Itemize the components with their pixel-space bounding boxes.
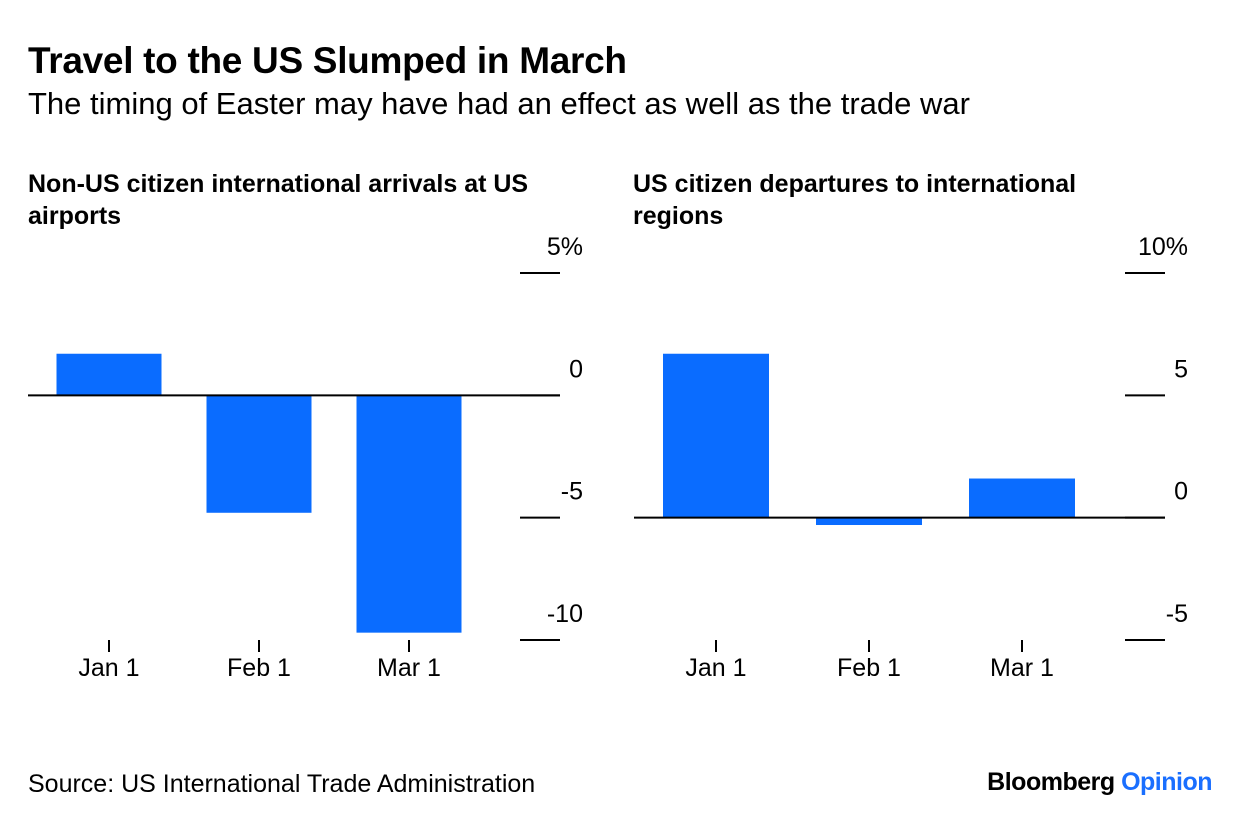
y-tick-label: 0 — [569, 355, 583, 383]
x-tick-label: Jan 1 — [78, 654, 139, 682]
bar-jan-1 — [56, 353, 162, 396]
y-tick-label: -10 — [547, 600, 583, 628]
bar-feb-1 — [816, 517, 922, 526]
x-tick-label: Mar 1 — [377, 654, 441, 682]
brand-name: Bloomberg — [987, 768, 1115, 796]
bar-jan-1 — [663, 353, 769, 518]
page-title: Travel to the US Slumped in March — [28, 40, 627, 81]
x-tick-label: Feb 1 — [837, 654, 901, 682]
arrivals-chart: 5% 0 -5 -10 Jan 1 Feb 1 Mar 1 — [28, 233, 583, 682]
brand-logo: Bloomberg Opinion — [987, 768, 1212, 797]
y-tick-label: 5% — [547, 233, 583, 261]
bar-mar-1 — [356, 395, 462, 633]
x-tick-label: Jan 1 — [685, 654, 746, 682]
left-chart-title: Non-US citizen international arrivals at… — [28, 170, 529, 230]
bar-feb-1 — [206, 395, 312, 513]
y-tick-label: -5 — [561, 478, 583, 506]
brand-suffix: Opinion — [1121, 768, 1212, 796]
source-note: Source: US International Trade Administr… — [28, 770, 536, 798]
bar-mar-1 — [969, 478, 1075, 518]
right-chart-title: US citizen departures to international r… — [633, 170, 1077, 230]
y-tick-label: 5 — [1174, 355, 1188, 383]
y-tick-label: 10% — [1138, 233, 1188, 261]
departures-chart: 10% 5 0 -5 Jan 1 Feb 1 Mar 1 — [634, 233, 1188, 682]
x-tick-label: Feb 1 — [227, 654, 291, 682]
y-tick-label: -5 — [1166, 600, 1188, 628]
x-tick-label: Mar 1 — [990, 654, 1054, 682]
page-subtitle: The timing of Easter may have had an eff… — [28, 86, 970, 121]
y-tick-label: 0 — [1174, 478, 1188, 506]
